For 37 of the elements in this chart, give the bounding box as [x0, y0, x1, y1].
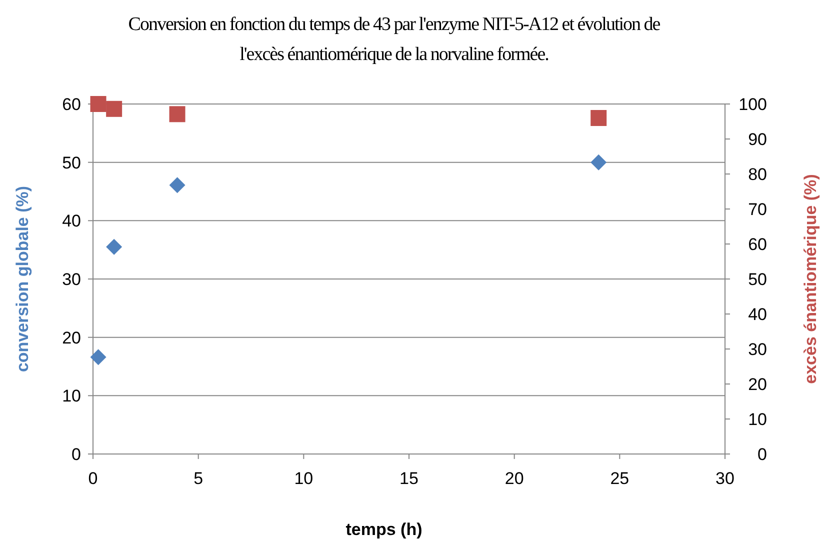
- y2-tick-label: 80: [748, 165, 767, 184]
- y-tick-label: 20: [62, 328, 81, 348]
- y2-tick-label: 70: [748, 200, 767, 219]
- x-tick-label: 5: [194, 469, 204, 488]
- point: [90, 349, 106, 366]
- y2-tick-label: 40: [748, 305, 767, 324]
- chart-title: Conversion en fonction du temps de 43 par l'enzyme NIT-5-A12 et évolution de l'excès énantiomérique de la norvaline formée.: [128, 14, 660, 65]
- y2-tick-label: 20: [748, 375, 767, 394]
- y2-tick-label: 10: [748, 410, 767, 429]
- point: [90, 96, 106, 112]
- point: [106, 238, 122, 255]
- x-tick-label: 25: [610, 469, 630, 488]
- point: [169, 106, 186, 122]
- y2-tick-label: 50: [748, 270, 767, 289]
- x-tick-label: 15: [400, 469, 418, 488]
- x-tick-label: 0: [88, 469, 98, 488]
- y-tick-label: 30: [62, 270, 81, 289]
- y-tick-label: 0: [72, 445, 81, 464]
- point: [590, 110, 607, 126]
- y-tick-label: 10: [62, 386, 81, 406]
- x-axis-title: temps (h): [346, 520, 422, 539]
- x-tick-label: 10: [294, 469, 314, 488]
- x-tick-label: 30: [716, 469, 734, 488]
- y2-axis-title: excès énantiomérique (%): [801, 174, 820, 384]
- y-axis-title: conversion globale (%): [13, 186, 32, 372]
- y2-tick-label: 60: [748, 235, 767, 254]
- point: [590, 154, 607, 170]
- y2-tick-label: 90: [748, 130, 767, 149]
- point: [169, 177, 186, 194]
- y-tick-label: 50: [62, 153, 81, 172]
- y2-tick-label: 100: [738, 95, 767, 114]
- point: [106, 100, 122, 117]
- x-tick-label: 20: [504, 469, 524, 488]
- y2-tick-label: 0: [758, 445, 767, 464]
- y2-tick-label: 30: [748, 340, 767, 359]
- y-tick-label: 40: [62, 212, 81, 231]
- y-tick-label: 60: [62, 95, 81, 114]
